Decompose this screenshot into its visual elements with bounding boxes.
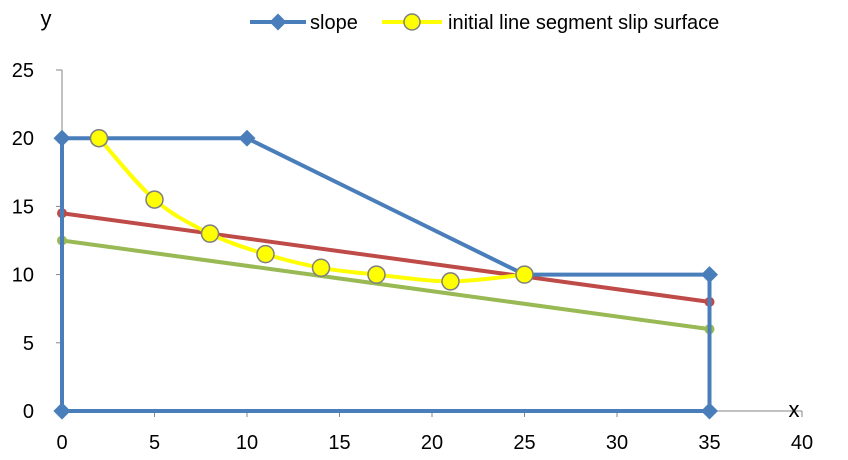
x-tick-label: 25 xyxy=(513,432,535,454)
series-0-point xyxy=(701,266,718,284)
y-tick-label: 20 xyxy=(12,128,34,150)
x-tick-label: 20 xyxy=(421,432,443,454)
x-tick-label: 35 xyxy=(698,432,720,454)
x-tick-label: 40 xyxy=(791,432,813,454)
y-axis-title: y xyxy=(41,6,52,31)
series-1-point xyxy=(515,265,534,284)
y-tick-label: 10 xyxy=(12,265,34,287)
plot-area: 0 5 10 15 20 25 0 5 10 15 20 25 30 35 40 y x xyxy=(12,6,813,454)
legend-label-slope: slope xyxy=(310,12,358,34)
legend-marker-slope xyxy=(269,13,287,31)
series-0-point xyxy=(238,129,256,147)
x-tick-label: 15 xyxy=(328,432,350,454)
x-axis-title: x xyxy=(789,397,800,422)
series-1-point xyxy=(367,265,386,284)
series-0-point xyxy=(53,129,71,147)
x-tick-label: 5 xyxy=(149,432,160,454)
series-2-line xyxy=(60,211,712,304)
legend-label-slip-surface: initial line segment slip surface xyxy=(448,12,719,34)
y-tick-label: 5 xyxy=(23,333,34,355)
x-tick-label: 30 xyxy=(606,432,628,454)
legend: slope initial line segment slip surface xyxy=(250,12,719,34)
legend-entry-slope: slope xyxy=(250,12,358,34)
series-1-point xyxy=(311,258,331,278)
legend-entry-slip-surface: initial line segment slip surface xyxy=(382,12,719,34)
y-tick-label: 0 xyxy=(23,401,34,423)
series-1-point xyxy=(200,224,220,243)
series-1-point xyxy=(145,190,164,209)
series-0-point xyxy=(53,402,71,420)
y-tick-label: 25 xyxy=(12,60,34,82)
series-1-line xyxy=(97,136,527,284)
y-tick-label: 15 xyxy=(12,196,34,218)
series-0-point xyxy=(701,402,718,420)
series-1-point xyxy=(89,128,109,148)
series-1-point xyxy=(441,272,460,291)
series-1-point xyxy=(256,244,275,264)
legend-marker-slip-surface xyxy=(403,13,421,31)
x-tick-label: 0 xyxy=(56,432,67,454)
series-3-line xyxy=(60,238,712,332)
x-tick-label: 10 xyxy=(236,432,258,454)
